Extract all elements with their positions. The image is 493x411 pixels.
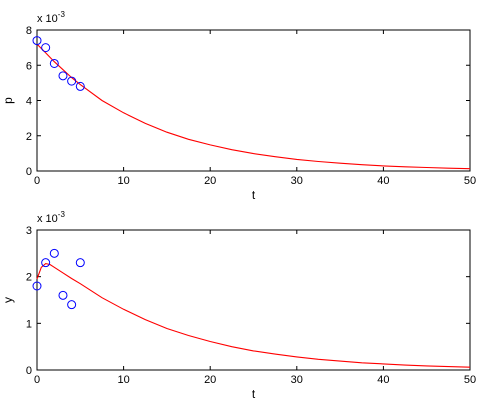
y-tick-label: 6 <box>26 60 32 72</box>
data-point <box>32 281 42 291</box>
plot-area <box>36 29 471 172</box>
data-point <box>49 248 59 258</box>
plot-area <box>36 229 471 371</box>
x-tick-label: 40 <box>377 175 389 187</box>
y-tick-label: 2 <box>26 131 32 143</box>
data-point <box>75 258 85 268</box>
data-point <box>32 36 42 46</box>
y-tick-label: 4 <box>26 96 32 108</box>
data-point <box>75 81 85 91</box>
multiplier-exponent: -3 <box>58 10 66 19</box>
y-tick-label: 0 <box>26 365 32 377</box>
data-point <box>67 300 77 310</box>
x-tick-label: 0 <box>34 175 40 187</box>
data-point <box>58 290 68 300</box>
x-tick-label: 20 <box>204 175 216 187</box>
x-tick-label: 10 <box>117 374 129 386</box>
multiplier-base: x 10 <box>37 13 58 25</box>
axis-multiplier: x 10-3 <box>37 10 65 25</box>
x-tick-label: 40 <box>377 374 389 386</box>
x-tick-label: 50 <box>464 374 476 386</box>
x-tick-label: 30 <box>291 374 303 386</box>
x-tick-label: 0 <box>34 374 40 386</box>
x-axis-label: t <box>252 387 256 401</box>
y-tick-label: 3 <box>26 225 32 237</box>
y-axis-label: p <box>1 97 15 104</box>
data-point <box>49 58 59 68</box>
subplot-1: 0 10 20 30 40 50 0 2 4 6 8 t p x 10-3 <box>1 10 476 202</box>
data-point <box>41 43 51 53</box>
data-point <box>41 258 51 268</box>
model-curve <box>36 263 471 368</box>
x-axis-label: t <box>252 188 256 202</box>
multiplier-exponent: -3 <box>58 210 66 219</box>
model-curve <box>36 43 471 170</box>
x-tick-label: 10 <box>117 175 129 187</box>
y-tick-label: 2 <box>26 272 32 284</box>
y-tick-label: 1 <box>26 318 32 330</box>
axis-multiplier: x 10-3 <box>37 210 65 225</box>
subplot-2: 0 10 20 30 40 50 0 1 2 3 t y x 10-3 <box>1 210 476 401</box>
x-tick-label: 50 <box>464 175 476 187</box>
x-tick-label: 20 <box>204 374 216 386</box>
y-axis-label: y <box>1 297 15 303</box>
data-point <box>67 76 77 86</box>
data-point <box>58 71 68 81</box>
y-tick-label: 8 <box>26 25 32 37</box>
x-tick-label: 30 <box>291 175 303 187</box>
y-tick-label: 0 <box>26 166 32 178</box>
multiplier-base: x 10 <box>37 213 58 225</box>
